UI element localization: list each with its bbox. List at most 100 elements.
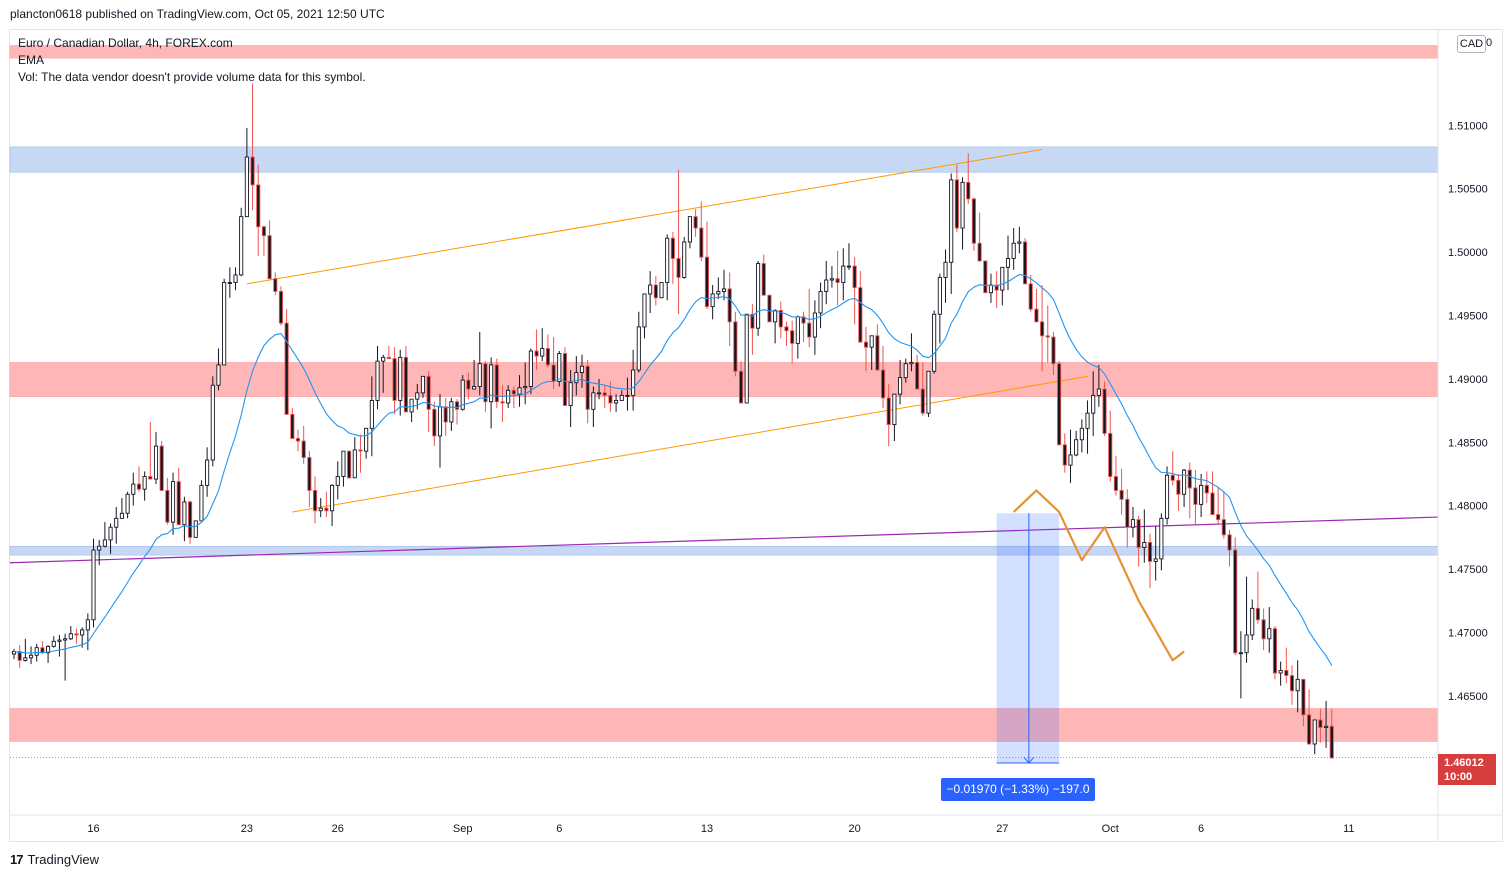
ema-indicator-label[interactable]: EMA [18, 53, 45, 67]
candle [375, 345, 380, 410]
candle-body [1278, 670, 1283, 674]
candle-body [409, 398, 414, 413]
candle [1130, 506, 1136, 538]
time-tick-label: 27 [996, 823, 1008, 835]
candle-body [1210, 492, 1215, 515]
candle [1318, 708, 1323, 743]
candle-body [347, 450, 352, 479]
candle-body [125, 493, 130, 514]
candle [562, 347, 568, 406]
currency-button[interactable]: CAD [1457, 35, 1486, 53]
candle [188, 500, 193, 544]
candle-body [34, 647, 39, 656]
candle [1022, 238, 1028, 285]
candle [1306, 689, 1312, 745]
candle-body [23, 657, 28, 661]
candle-body [477, 363, 482, 387]
candle-body [1193, 487, 1198, 505]
candle-body [926, 370, 931, 414]
candle [585, 359, 590, 424]
candle [869, 335, 874, 371]
candle [1159, 513, 1164, 571]
candle-body [1153, 558, 1158, 562]
candle [68, 626, 73, 641]
candle [1312, 719, 1317, 755]
candle-body [233, 274, 238, 283]
candle [523, 362, 528, 405]
candle [1102, 381, 1107, 436]
price-axis: 1.51000 1.50500 1.50000 1.49500 1.49000 1.485… [1437, 29, 1488, 842]
candle-body [824, 279, 829, 292]
footer-brand[interactable]: 17 TradingView [10, 852, 99, 867]
candle-body [954, 179, 959, 229]
candle-body [545, 348, 550, 366]
candle-body [17, 651, 22, 661]
candle [1079, 419, 1084, 453]
candle [1187, 462, 1192, 519]
candle-body [562, 353, 568, 406]
candle [750, 304, 755, 355]
candle [767, 294, 772, 323]
candle [295, 429, 301, 452]
candle-body [682, 241, 687, 278]
candle [1227, 529, 1232, 567]
candle-body [352, 449, 357, 479]
candle [1028, 274, 1033, 312]
candle-body [341, 450, 346, 477]
candle-body [1022, 241, 1028, 285]
candle [278, 286, 284, 326]
candle [1244, 576, 1249, 663]
candle-body [517, 387, 522, 395]
candle-body [579, 365, 585, 374]
candle-body [886, 397, 891, 425]
candle [205, 447, 210, 497]
candle-body [426, 375, 431, 410]
candle-body [1005, 258, 1011, 268]
candle [858, 271, 863, 343]
candle-body [1301, 678, 1306, 716]
candle [312, 476, 318, 524]
channel-line-1 [246, 148, 1043, 285]
candle [704, 221, 710, 310]
candle [670, 231, 675, 284]
candle-body [665, 237, 670, 283]
candle [432, 401, 437, 447]
candle [1040, 285, 1045, 372]
resistance-zone [9, 362, 1439, 397]
candle-body [1199, 484, 1204, 505]
candle-body [1272, 628, 1278, 674]
candle [898, 359, 903, 405]
volume-note: Vol: The data vendor doesn't provide vol… [18, 70, 366, 84]
time-tick-label: Sep [453, 823, 473, 835]
candle-body [949, 179, 954, 263]
candle [437, 394, 443, 468]
candle-body [199, 484, 204, 522]
candle-body [1034, 308, 1039, 323]
candle [449, 397, 454, 431]
candle-body [761, 263, 766, 296]
candle [233, 267, 238, 291]
price-tick-label: 1.48000 [1448, 501, 1488, 513]
candle [472, 359, 477, 390]
candle-body [1011, 242, 1016, 259]
candle [807, 288, 812, 348]
candle-body [687, 216, 692, 243]
candle-body [812, 312, 817, 338]
candle-body [1176, 479, 1181, 495]
time-tick-label: 16 [87, 823, 99, 835]
candle [91, 538, 96, 628]
candle [625, 377, 630, 411]
candle [477, 331, 482, 396]
candle-body [489, 364, 494, 403]
candle [568, 370, 573, 428]
candle [511, 386, 516, 409]
candle-body [170, 481, 176, 523]
tradingview-logo-icon: 17 [10, 852, 24, 867]
time-tick-label: 20 [849, 823, 861, 835]
symbol-title: Euro / Canadian Dollar, 4h, FOREX.com [18, 36, 233, 50]
candle [1034, 288, 1039, 323]
candle [1011, 228, 1016, 270]
candle-body [801, 316, 806, 324]
candle-body [443, 406, 448, 423]
